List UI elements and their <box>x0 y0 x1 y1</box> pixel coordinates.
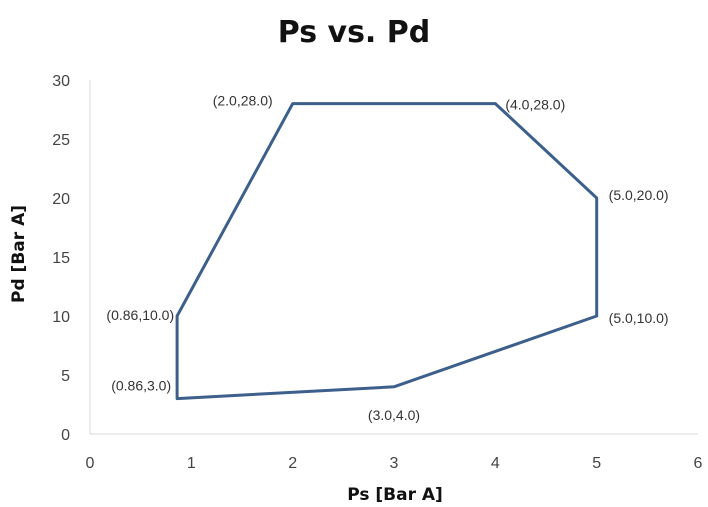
data-point-label: (4.0,28.0) <box>505 97 565 113</box>
series-layer <box>175 102 599 401</box>
x-tick-label: 5 <box>592 455 601 472</box>
y-tick-label: 25 <box>52 132 70 149</box>
y-tick-label: 15 <box>52 250 70 267</box>
x-tick-label: 6 <box>694 455 703 472</box>
y-tick-label: 0 <box>61 427 70 444</box>
y-tick-label: 10 <box>52 309 70 326</box>
x-axis-label: Ps [Bar A] <box>347 485 443 505</box>
tick-labels: 0 1 2 3 4 5 6 0 5 10 15 20 25 30 <box>52 73 702 472</box>
y-tick-label: 30 <box>52 73 70 90</box>
data-point-label: (0.86,3.0) <box>111 378 171 394</box>
x-tick-label: 2 <box>288 455 297 472</box>
data-point-label: (5.0,10.0) <box>609 310 669 326</box>
y-tick-label: 5 <box>61 368 70 385</box>
axes <box>89 80 698 435</box>
data-point-label: (5.0,20.0) <box>609 187 669 203</box>
chart-title: Ps vs. Pd <box>278 15 430 50</box>
data-point-label: (0.86,10.0) <box>106 307 174 323</box>
data-point-label: (2.0,28.0) <box>213 93 273 109</box>
series-outline <box>175 102 599 401</box>
y-tick-label: 20 <box>52 191 70 208</box>
x-tick-label: 3 <box>390 455 399 472</box>
x-tick-label: 1 <box>187 455 196 472</box>
x-tick-label: 0 <box>86 455 95 472</box>
data-point-label: (3.0,4.0) <box>368 407 420 423</box>
y-axis-label: Pd [Bar A] <box>9 205 29 303</box>
x-tick-label: 4 <box>491 455 500 472</box>
point-labels: (0.86,3.0) (0.86,10.0) (2.0,28.0) (4.0,28.0… <box>106 93 668 423</box>
